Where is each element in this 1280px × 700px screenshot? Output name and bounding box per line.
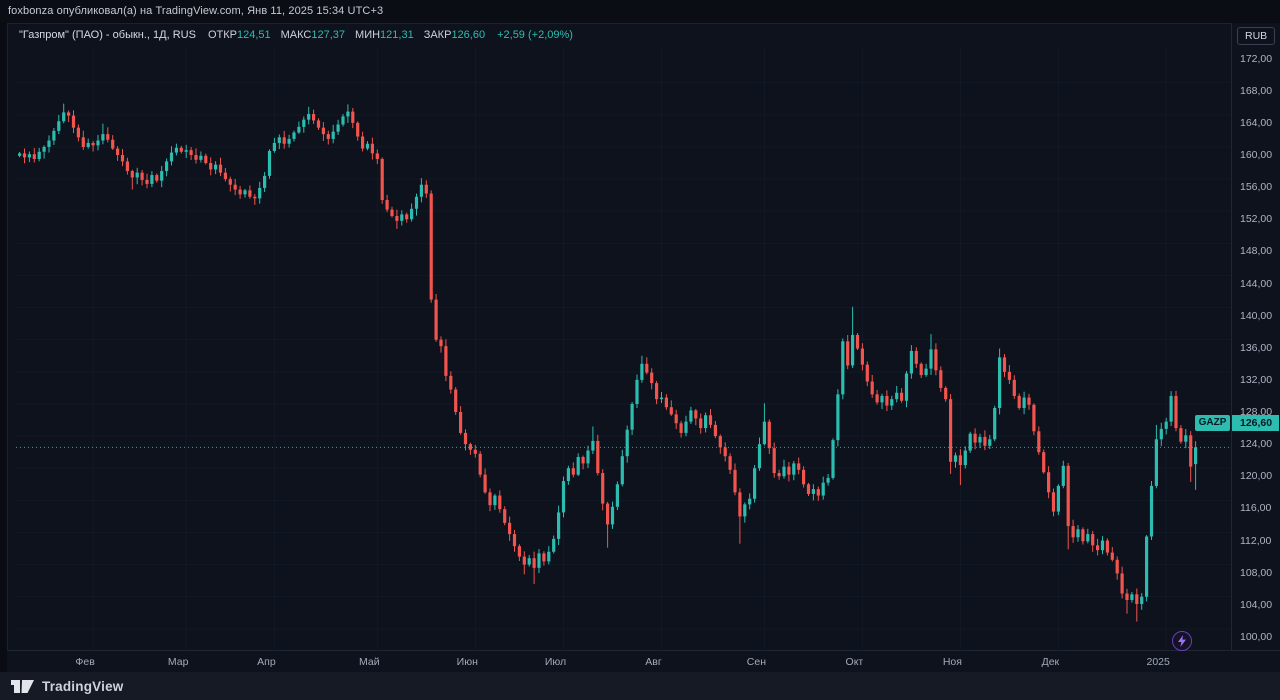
y-tick-label: 128,00 xyxy=(1240,406,1273,419)
tradingview-brand-link[interactable]: TradingView xyxy=(42,678,124,694)
ohlc-high: МАКС127,37 xyxy=(280,29,346,41)
y-tick-label: 100,00 xyxy=(1240,631,1273,643)
y-tick-label: 172,00 xyxy=(1240,52,1273,65)
attribution-text: foxbonza опубликовал(а) на TradingView.c… xyxy=(8,5,384,17)
footer-bar: TradingView xyxy=(0,672,1280,700)
y-tick-label: 144,00 xyxy=(1240,277,1273,290)
x-tick-label: Дек xyxy=(1041,656,1060,668)
x-tick-label: Окт xyxy=(845,656,864,668)
y-tick-label: 108,00 xyxy=(1240,566,1273,579)
currency-button[interactable]: RUB xyxy=(1237,27,1276,45)
chart-legend: "Газпром" (ПАО) - обыкн., 1Д, RUS ОТКР12… xyxy=(19,27,573,43)
x-tick-label: Май xyxy=(359,656,380,668)
time-scale[interactable]: Фев Мар Апр Май Июн Июл Авг Сен Окт Ноя Дек 2025 xyxy=(7,650,1280,672)
x-tick-label: Сен xyxy=(746,656,766,668)
x-tick-label: Апр xyxy=(257,656,276,668)
y-tick-label: 136,00 xyxy=(1240,341,1273,354)
chart-panel xyxy=(7,23,1280,674)
boost-button[interactable] xyxy=(1172,631,1192,651)
symbol-title[interactable]: "Газпром" (ПАО) - обыкн., 1Д, RUS xyxy=(19,29,196,41)
price-change: +2,59 (+2,09%) xyxy=(497,29,573,41)
x-tick-label: Ноя xyxy=(942,656,962,668)
tradingview-logo-icon[interactable] xyxy=(10,677,35,696)
ohlc-open: ОТКР124,51 xyxy=(207,29,271,41)
x-tick-label: Июл xyxy=(544,656,567,668)
x-tick-label: Фев xyxy=(75,656,95,668)
x-tick-label: Июн xyxy=(456,656,478,668)
ohlc-close: ЗАКР126,60 xyxy=(423,29,486,41)
y-tick-label: 132,00 xyxy=(1240,373,1273,386)
y-tick-label: 164,00 xyxy=(1240,116,1273,129)
x-tick-label: 2025 xyxy=(1146,656,1170,668)
price-scale[interactable]: 100,00 104,00 108,00 112,00 116,00 120,00 124,… xyxy=(1231,23,1280,650)
y-tick-label: 160,00 xyxy=(1240,149,1273,162)
y-tick-label: 156,00 xyxy=(1240,181,1273,194)
lightning-icon xyxy=(1178,635,1186,647)
attribution-bar: foxbonza опубликовал(а) на TradingView.c… xyxy=(0,0,1280,22)
last-price-tag: 126,60 xyxy=(1232,415,1279,432)
symbol-price-tag: GAZP xyxy=(1195,415,1230,432)
y-tick-label: 120,00 xyxy=(1240,470,1273,483)
y-tick-label: 116,00 xyxy=(1240,502,1272,515)
x-tick-label: Мар xyxy=(167,656,189,668)
x-tick-label: Авг xyxy=(645,656,662,668)
y-tick-label: 148,00 xyxy=(1240,245,1273,258)
y-tick-label: 104,00 xyxy=(1240,598,1273,611)
ohlc-low: МИН121,31 xyxy=(355,29,414,41)
y-tick-label: 168,00 xyxy=(1240,84,1273,97)
y-tick-label: 124,00 xyxy=(1240,438,1273,451)
y-tick-label: 140,00 xyxy=(1240,309,1273,322)
candlestick-plot[interactable] xyxy=(16,47,1239,674)
y-tick-label: 152,00 xyxy=(1240,213,1273,226)
y-tick-label: 112,00 xyxy=(1240,534,1272,547)
